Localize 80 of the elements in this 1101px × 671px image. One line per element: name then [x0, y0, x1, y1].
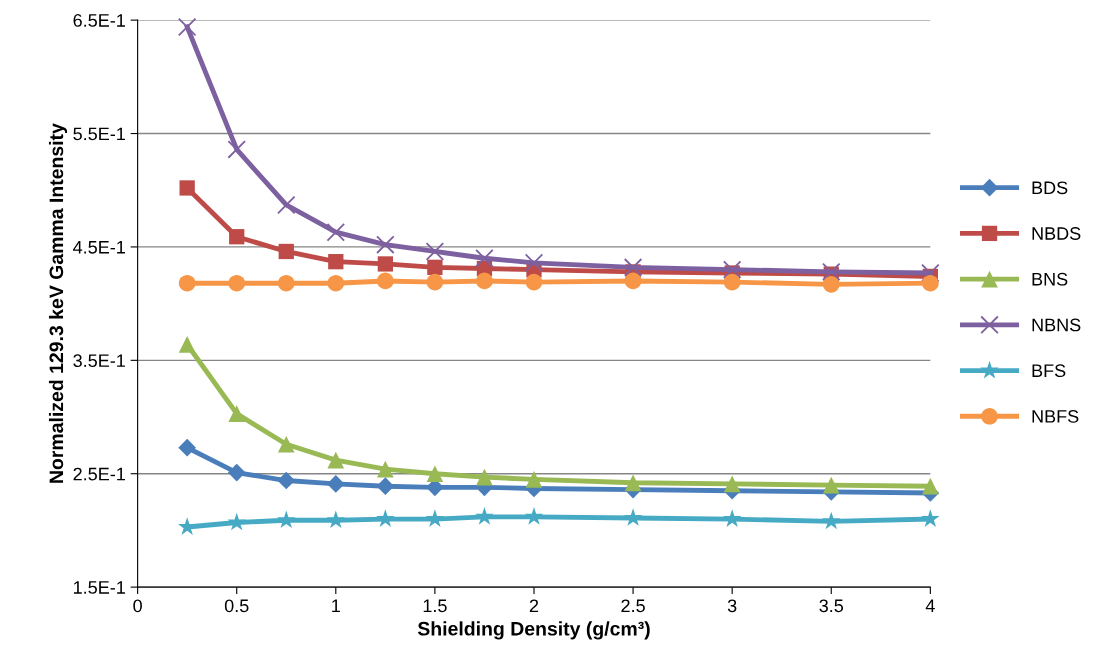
point — [327, 451, 345, 469]
point — [476, 468, 493, 486]
point — [227, 140, 246, 159]
y-tick-label: 6.5E-1 — [73, 14, 125, 27]
x-tick-label: 3 — [727, 599, 737, 613]
point — [376, 509, 395, 527]
point — [723, 475, 741, 493]
x-tick-label: 0 — [133, 599, 142, 613]
x-tick-label: 0.5 — [224, 599, 249, 613]
point — [922, 274, 939, 292]
point — [624, 474, 642, 492]
point — [376, 235, 395, 254]
x-tick-label: 1 — [332, 599, 340, 613]
x-tick-label: 4 — [925, 599, 935, 613]
point — [623, 508, 643, 526]
point — [179, 180, 195, 196]
point — [227, 512, 246, 531]
x-tick-label: 3.5 — [819, 599, 844, 613]
point — [475, 249, 494, 268]
point — [922, 477, 939, 495]
x-tick-label: 1.5 — [423, 599, 447, 613]
point — [475, 507, 494, 525]
point — [426, 273, 444, 291]
point — [377, 460, 394, 478]
point — [623, 258, 643, 277]
point — [921, 263, 940, 283]
point — [178, 274, 196, 292]
point — [327, 274, 345, 292]
point — [377, 272, 394, 290]
point — [278, 243, 294, 260]
point — [722, 260, 742, 279]
point — [328, 254, 344, 270]
point — [822, 476, 840, 494]
point — [476, 272, 493, 290]
point — [427, 259, 443, 275]
y-axis-title: Normalized 129.3 keV Gamma Intensity — [48, 123, 68, 483]
point — [921, 509, 940, 527]
point — [822, 276, 840, 293]
y-tick-label: 2.5E-1 — [73, 467, 125, 481]
point — [624, 272, 642, 290]
point — [178, 438, 197, 457]
point — [228, 274, 246, 292]
point — [524, 507, 544, 525]
point — [277, 274, 295, 292]
point — [722, 509, 742, 527]
point — [229, 229, 245, 245]
point — [277, 195, 296, 215]
point — [425, 509, 445, 527]
point — [723, 273, 741, 291]
point — [822, 262, 841, 282]
point — [277, 510, 296, 529]
x-tick-label: 2.5 — [621, 599, 645, 613]
point — [228, 405, 246, 422]
legend-label: BNS — [1032, 272, 1068, 286]
point — [525, 273, 543, 291]
x-axis-title: Shielding Density (g/cm³) — [417, 621, 650, 640]
point — [277, 471, 296, 490]
y-tick-label: 3.5E-1 — [73, 354, 125, 368]
legend-label: NBDS — [1032, 227, 1081, 240]
point — [326, 510, 346, 529]
point — [178, 336, 196, 353]
point — [227, 463, 246, 482]
point — [326, 222, 346, 242]
point — [426, 465, 444, 483]
legend-label: NBFS — [1032, 409, 1079, 423]
point — [177, 17, 197, 37]
legend-label: BDS — [1032, 181, 1068, 195]
legend-label: NBNS — [1032, 318, 1081, 332]
point — [524, 253, 544, 273]
point — [822, 511, 841, 530]
point — [425, 242, 445, 261]
y-tick-label: 4.5E-1 — [73, 241, 125, 254]
point — [326, 475, 345, 493]
x-tick-label: 2 — [529, 599, 539, 613]
y-tick-label: 1.5E-1 — [74, 581, 125, 594]
point — [377, 256, 393, 272]
point — [525, 471, 543, 488]
legend-label: BFS — [1032, 364, 1066, 378]
y-tick-label: 5.5E-1 — [73, 127, 125, 141]
point — [277, 435, 295, 453]
